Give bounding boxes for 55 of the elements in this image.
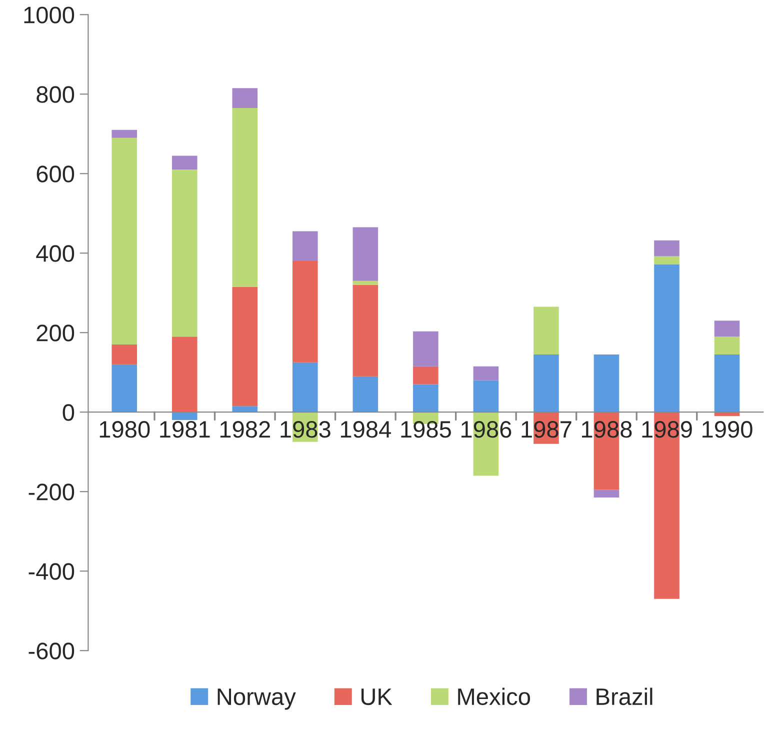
bar: [232, 406, 258, 412]
bar: [172, 156, 198, 170]
bar: [352, 284, 378, 376]
bar: [112, 344, 138, 364]
bar: [172, 336, 198, 412]
y-tick-label: -600: [28, 642, 74, 660]
bar: [292, 362, 318, 412]
legend-label: Norway: [218, 688, 296, 710]
y-tick-label: -200: [28, 484, 74, 500]
legend-label: Mexico: [458, 688, 530, 706]
bar: [473, 380, 499, 412]
bar: [534, 354, 559, 412]
x-tick-label: 1988: [582, 421, 632, 438]
bar: [232, 108, 258, 287]
bar: [352, 280, 378, 285]
x-tick-label: 1985: [401, 421, 451, 438]
bar: [714, 354, 740, 412]
bar: [714, 336, 740, 354]
x-tick-label: 1982: [220, 421, 270, 438]
bar: [654, 264, 680, 412]
y-tick-label: 600: [36, 166, 74, 182]
y-tick-label: -400: [28, 563, 74, 580]
bar: [413, 331, 438, 366]
y-tick-label: 200: [36, 324, 74, 342]
x-tick-label: 1981: [160, 421, 210, 438]
bar: [594, 354, 620, 412]
bar: [232, 88, 258, 108]
bar: [413, 384, 438, 412]
y-tick-label: 800: [36, 86, 74, 103]
bar: [292, 231, 318, 262]
bar: [352, 227, 378, 281]
x-tick-label: 1980: [100, 421, 150, 438]
bar: [413, 366, 438, 384]
legend-label: UK: [361, 688, 392, 706]
bar: [714, 320, 740, 337]
bar: [172, 170, 198, 337]
y-tick-label: 0: [62, 404, 74, 421]
legend-label: Brazil: [596, 688, 652, 706]
bar: [594, 490, 620, 498]
bar: [112, 130, 138, 138]
y-tick-label: 1000: [24, 6, 74, 24]
bar: [654, 256, 680, 264]
bar: [654, 240, 680, 256]
x-tick-label: 1990: [702, 421, 752, 438]
bar: [112, 364, 138, 412]
bar: [292, 261, 318, 362]
bar: [172, 412, 198, 420]
bar: [112, 138, 138, 345]
x-tick-label: 1986: [461, 421, 512, 438]
bar: [534, 306, 559, 354]
x-tick-label: 1984: [340, 421, 391, 438]
bar: [473, 366, 499, 380]
bar: [232, 286, 258, 406]
y-tick-label: 400: [36, 245, 74, 262]
bar: [352, 376, 378, 412]
